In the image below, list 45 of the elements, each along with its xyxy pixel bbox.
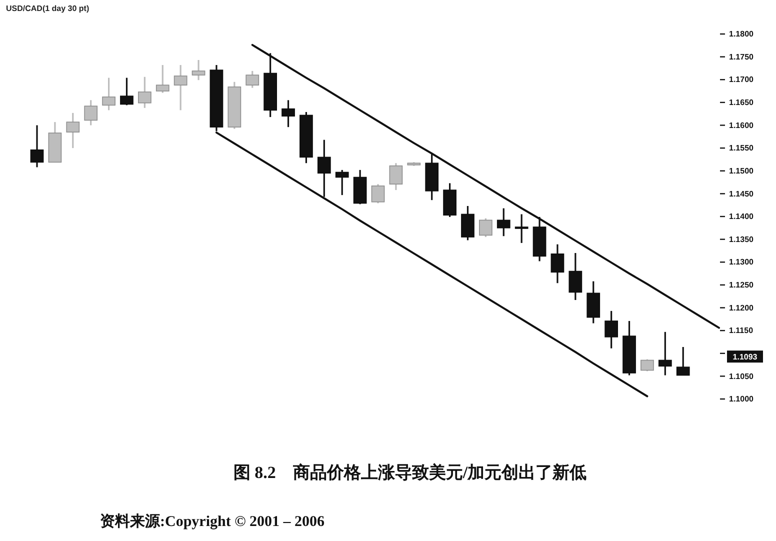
candlestick: [658, 331, 672, 376]
y-tick-label: 1.1600: [729, 120, 754, 130]
y-tick-label: 1.1650: [729, 98, 754, 107]
candlestick: [192, 59, 206, 81]
candlestick: [514, 213, 528, 244]
candlestick: [282, 99, 295, 128]
candlestick: [568, 252, 582, 301]
candlestick: [120, 77, 134, 106]
y-tick-label: 1.1500: [729, 166, 754, 176]
candlestick: [102, 77, 116, 111]
y-tick-label: 1.1150: [729, 326, 754, 336]
y-tick-label: 1.1250: [729, 280, 754, 290]
candlestick: [371, 183, 385, 204]
candlestick: [30, 124, 44, 168]
annotation: 1.1093: [732, 352, 758, 362]
text: 资料来源:Copyright © 2001 – 2006: [100, 513, 326, 530]
y-tick-label: 1.1700: [729, 75, 754, 84]
candlestick: [389, 162, 403, 191]
candlestick: [496, 207, 510, 237]
y-tick-label: 1.1300: [729, 258, 754, 267]
candlestick: [246, 70, 260, 89]
y-tick-label: 1.1050: [729, 372, 754, 381]
candlestick: [66, 112, 80, 149]
candlestick: [317, 139, 331, 198]
y-tick-label: 1.1000: [729, 394, 754, 404]
y-tick-label: 1.1550: [729, 144, 754, 153]
candlestick: [550, 244, 564, 284]
y-tick-label: 1.1200: [729, 303, 754, 312]
y-tick-label: 1.1450: [729, 189, 754, 198]
candlestick: [676, 346, 690, 376]
candlestick: [461, 205, 474, 242]
text: 图 8.2 商品价格上涨导致美元/加元创出了新低: [233, 463, 587, 482]
candlestick: [479, 218, 492, 238]
y-tick-label: 1.1800: [729, 30, 754, 39]
candlestick: [138, 76, 152, 109]
candlestick: [156, 64, 170, 94]
y-tick-label: 1.1350: [729, 234, 754, 244]
chart-subtitle: USD/CAD(1 day 30 pt): [6, 4, 90, 13]
candlestick: [640, 358, 654, 372]
candlestick: [174, 64, 188, 111]
candlestick: [604, 310, 618, 350]
candlestick: [335, 169, 349, 196]
y-tick-label: 1.1750: [729, 52, 754, 62]
candlestick: [84, 99, 98, 126]
y-tick-label: 1.1400: [729, 212, 754, 222]
